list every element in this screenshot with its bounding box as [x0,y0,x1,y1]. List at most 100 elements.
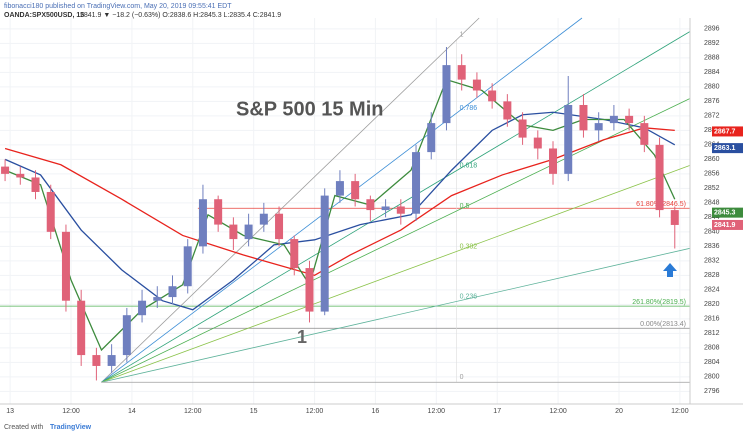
annotation-wave: 1 [297,327,307,347]
candle-body [305,268,314,312]
y-tick-label: 2876 [704,98,720,105]
candle-body [396,206,405,214]
candle-body [549,148,558,174]
candle-body [640,123,649,145]
y-tick-label: 2852 [704,185,720,192]
header-quote: 2841.9 ▼ −18.2 (−0.63%) O:2838.6 H:2845.… [80,12,281,19]
price-badge [712,126,743,137]
candle-body [427,123,436,153]
price-badge-label: 2863.1 [714,145,736,152]
footer-prefix: Created with [4,424,43,431]
x-tick-label: 12:00 [671,408,689,415]
x-tick-label: 12:00 [549,408,567,415]
candle-body [594,123,603,131]
y-tick-label: 2812 [704,330,720,337]
x-tick-label: 13 [6,408,14,415]
price-badge [712,219,743,230]
x-tick-label: 12:00 [62,408,80,415]
candle-body [198,199,207,247]
y-tick-label: 2892 [704,40,720,47]
candle-body [259,213,268,225]
price-badge-label: 2845.3 [714,209,736,216]
candle-body [503,101,512,120]
x-tick-label: 12:00 [184,408,202,415]
fan-label: 0.5 [460,203,470,210]
x-tick-label: 17 [493,408,501,415]
candle-body [153,297,162,301]
fib-level-label: 0.00%(2813.4) [640,321,686,328]
candle-body [670,210,679,225]
price-badge [712,143,743,154]
candle-body [275,213,284,240]
y-tick-label: 2884 [704,69,720,76]
y-tick-label: 2864 [704,142,720,149]
candle-body [366,199,375,211]
y-tick-label: 2832 [704,258,720,265]
fib-level-label: 261.80%(2819.5) [632,299,686,306]
candle-body [412,152,421,214]
y-tick-label: 2848 [704,200,720,207]
x-tick-label: 12:00 [428,408,446,415]
y-tick-label: 2856 [704,171,720,178]
header-published: fibonacci180 published on TradingView.co… [4,3,232,10]
candle-body [488,90,497,102]
candle-body [107,355,116,366]
fan-label: 0.382 [460,243,478,250]
candle-body [16,173,25,178]
candle-body [168,286,177,298]
y-tick-label: 2880 [704,84,720,91]
y-tick-label: 2808 [704,345,720,352]
candle-body [61,231,70,301]
moving-average [4,127,675,277]
moving-average [4,78,676,352]
x-tick-label: 14 [128,408,136,415]
y-tick-label: 2888 [704,55,720,62]
fan-line [101,165,691,383]
fan-line [101,98,691,383]
candle-body [351,181,360,200]
y-tick-label: 2868 [704,127,720,134]
candle-body [442,65,451,124]
fan-line [101,31,691,383]
candle-body [320,195,329,312]
candle-body [138,300,147,316]
y-tick-label: 2836 [704,243,720,250]
y-tick-label: 2796 [704,388,720,395]
y-tick-label: 2804 [704,359,720,366]
candle-body [214,199,223,225]
candle-body [46,191,55,232]
x-tick-label: 15 [250,408,258,415]
y-tick-label: 2828 [704,272,720,279]
candle-body [77,300,86,356]
header-symbol: OANDA:SPX500USD, 15 [4,12,84,19]
candle-body [183,246,192,287]
candle-body [609,115,618,124]
arrow [663,263,677,277]
candle-body [31,177,40,192]
y-tick-label: 2872 [704,113,720,120]
annotation-title: S&P 500 15 Min [236,98,383,120]
price-badge-label: 2841.9 [714,222,736,229]
candle-body [1,166,10,174]
fan-label: 0.786 [460,105,478,112]
y-tick-label: 2840 [704,229,720,236]
fan-line [101,17,480,383]
fan-line [101,17,583,383]
fan-line [101,247,691,383]
candle-body [335,181,344,196]
y-tick-label: 2824 [704,287,720,294]
candle-body [381,206,390,211]
footer-brand: TradingView [50,424,92,431]
candle-body [229,224,238,240]
candle-body [655,144,664,211]
fan-label: 0.618 [460,162,478,169]
y-tick-label: 2844 [704,214,720,221]
candle-body [244,224,253,240]
x-tick-label: 16 [372,408,380,415]
y-tick-label: 2800 [704,374,720,381]
y-tick-label: 2820 [704,301,720,308]
candle-body [518,119,527,138]
price-badge-label: 2867.7 [714,128,736,135]
moving-average [4,111,676,311]
